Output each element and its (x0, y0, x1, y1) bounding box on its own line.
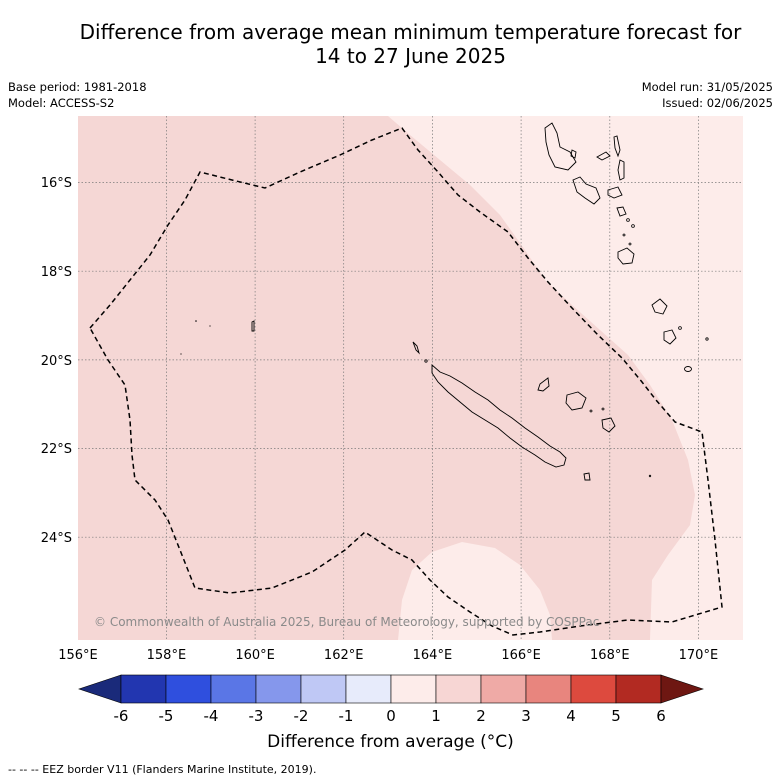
colorbar-segment (525, 674, 572, 704)
colorbar-tick-labels: -6 -5 -4 -3 -2 -1 0 1 2 3 4 5 6 (114, 707, 666, 725)
colorbar-tick-label: -1 (339, 707, 354, 725)
small-islet (705, 337, 709, 341)
colorbar-segment (255, 674, 302, 704)
eez-border (89, 127, 723, 636)
colorbar-tick-label: 5 (611, 707, 621, 725)
lon-label: 160°E (235, 648, 275, 663)
anomaly-0-1-region-east (388, 116, 743, 640)
lon-label: 168°E (590, 648, 630, 663)
issued-date: Issued: 02/06/2025 (662, 96, 773, 110)
colorbar-segment (165, 674, 212, 704)
longitude-labels: 156°E 158°E 160°E 162°E 164°E 166°E 168°… (58, 648, 718, 663)
lon-label: 170°E (679, 648, 719, 663)
lat-label: 20°S (41, 354, 72, 369)
meta-right: Model run: 31/05/2025 Issued: 02/06/2025 (642, 79, 773, 111)
erromango-island (651, 298, 668, 315)
colorbar-segment (480, 674, 527, 704)
colorbar (78, 674, 704, 704)
colorbar-segment (210, 674, 257, 704)
ambae-island (596, 151, 611, 161)
colorbar-tick-label: 2 (476, 707, 486, 725)
meta-left: Base period: 1981-2018 Model: ACCESS-S2 (8, 79, 147, 111)
colorbar-segment (435, 674, 482, 704)
tanna-island (663, 329, 677, 345)
colorbar-segment (345, 674, 392, 704)
small-islet (622, 233, 626, 237)
lat-label: 22°S (41, 442, 72, 457)
lon-label: 166°E (501, 648, 541, 663)
small-islet (678, 326, 682, 330)
small-islet (626, 218, 630, 222)
colorbar-segment (390, 674, 437, 704)
base-period: Base period: 1981-2018 (8, 80, 147, 94)
ambrym-island (607, 186, 623, 199)
colorbar-tick-label: 3 (521, 707, 531, 725)
epi-island (616, 206, 627, 217)
small-islet (601, 407, 605, 411)
small-islet (424, 359, 428, 363)
colorbar-tick-label: 1 (431, 707, 441, 725)
malo-island (570, 149, 577, 159)
colorbar-title: Difference from average (°C) (267, 732, 514, 752)
colorbar-segment (120, 674, 167, 704)
lon-label: 164°E (413, 648, 453, 663)
latitude-labels: 16°S 18°S 20°S 22°S 24°S (41, 176, 72, 546)
loyalty-islands-lifou (565, 391, 587, 411)
map-title: Difference from average mean minimum tem… (0, 20, 781, 68)
belep-islands (412, 341, 420, 355)
maewo-island (613, 135, 621, 158)
small-islet (180, 353, 182, 355)
loyalty-islands-ouvea (537, 377, 550, 392)
title-line-1: Difference from average mean minimum tem… (79, 20, 742, 44)
colorbar-tick-label: -5 (159, 707, 174, 725)
colorbar-tick-label: -3 (249, 707, 264, 725)
espiritu-santo (544, 122, 577, 171)
lat-label: 18°S (41, 265, 72, 280)
colorbar-segment (615, 674, 662, 704)
loyalty-islands-mare (601, 417, 616, 433)
small-islet (195, 320, 197, 322)
malakula-island (572, 176, 601, 205)
map-panel[interactable]: © Commonwealth of Australia 2025, Bureau… (78, 116, 743, 640)
colorbar-tick-label: -6 (114, 707, 129, 725)
lat-label: 16°S (41, 176, 72, 191)
chesterfield-islet (251, 320, 255, 332)
model-run: Model run: 31/05/2025 (641, 80, 773, 94)
copyright-notice: © Commonwealth of Australia 2025, Bureau… (94, 615, 599, 629)
isle-of-pines (583, 472, 591, 481)
colorbar-segment (570, 674, 617, 704)
eez-footnote: -- -- -- EEZ border V11 (Flanders Marine… (8, 763, 317, 776)
title-line-2: 14 to 27 June 2025 (315, 44, 506, 68)
small-islet (631, 224, 635, 228)
aneityum-island (684, 366, 692, 372)
lon-label: 158°E (147, 648, 187, 663)
lat-label: 24°S (41, 531, 72, 546)
colorbar-tick-label: -2 (294, 707, 309, 725)
small-islet (589, 409, 593, 413)
colorbar-tick-label: -4 (204, 707, 219, 725)
lon-label: 162°E (324, 648, 364, 663)
colorbar-tick-label: 0 (386, 707, 396, 725)
small-islet (628, 242, 632, 246)
efate-island (617, 247, 635, 265)
model-name: Model: ACCESS-S2 (8, 96, 115, 110)
small-islet (648, 474, 652, 478)
colorbar-segment (300, 674, 347, 704)
graticule (78, 116, 743, 640)
colorbar-tick-label: 6 (656, 707, 666, 725)
lon-label: 156°E (58, 648, 98, 663)
small-islet (209, 325, 211, 327)
colorbar-extend-low (78, 674, 122, 704)
new-caledonia-island (431, 364, 567, 468)
colorbar-extend-high (660, 674, 704, 704)
pentecost-island (617, 159, 625, 181)
anomaly-0-1-region-south (398, 542, 552, 640)
colorbar-tick-label: 4 (566, 707, 576, 725)
